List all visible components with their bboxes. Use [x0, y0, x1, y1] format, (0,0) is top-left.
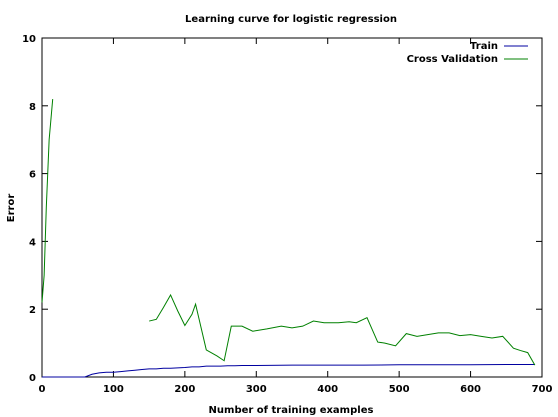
x-tick-label: 100: [103, 384, 124, 395]
y-axis-ticks: 0 2 4 6 8 10: [22, 34, 542, 384]
series-line-train: [42, 363, 535, 378]
y-tick-label: 6: [29, 170, 36, 181]
chart-title: Learning curve for logistic regression: [185, 14, 397, 25]
legend: Train Cross Validation: [407, 41, 528, 65]
y-tick-label: 8: [29, 102, 36, 113]
x-tick-label: 600: [460, 384, 481, 395]
x-tick-label: 700: [532, 384, 553, 395]
x-axis-ticks: 0 100 200 300 400 500 600 700: [39, 38, 553, 395]
x-tick-label: 500: [389, 384, 410, 395]
y-axis-label: Error: [6, 194, 17, 223]
series-line-cross-validation-segment-2: [149, 293, 536, 366]
y-tick-label: 10: [22, 34, 36, 45]
x-tick-label: 0: [39, 384, 46, 395]
y-tick-label: 4: [29, 237, 36, 248]
x-tick-label: 200: [174, 384, 195, 395]
x-tick-label: 300: [246, 384, 267, 395]
y-tick-label: 0: [29, 373, 36, 384]
y-tick-label: 2: [29, 305, 36, 316]
legend-label: Cross Validation: [407, 54, 498, 65]
series-line-cross-validation-segment-1: [41, 98, 54, 303]
series-layer: [41, 98, 536, 378]
x-tick-label: 400: [317, 384, 338, 395]
plot-frame: [41, 37, 543, 378]
x-axis-label: Number of training examples: [209, 405, 374, 416]
legend-label: Train: [470, 41, 498, 52]
